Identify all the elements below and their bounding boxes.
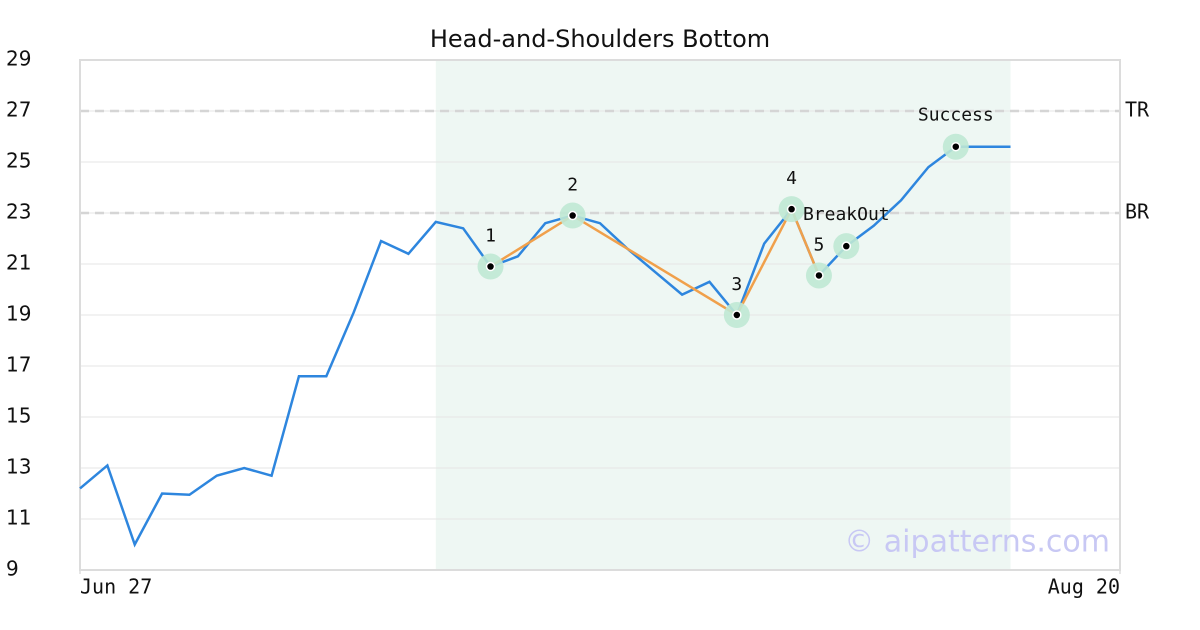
- y-tick-label: 29: [6, 47, 31, 71]
- y-tick-label: 21: [6, 251, 31, 275]
- point-dot: [786, 204, 797, 214]
- reference-label: BR: [1125, 200, 1150, 224]
- point-dot: [485, 261, 496, 272]
- y-tick-label: 17: [6, 353, 31, 377]
- point-label: 2: [567, 175, 578, 196]
- point-dot: [732, 310, 742, 320]
- plot-border: [79, 59, 1121, 571]
- point-dot: [951, 141, 961, 152]
- chart-title: Head-and-Shoulders Bottom: [430, 25, 770, 53]
- marker-label: Success: [918, 105, 994, 126]
- y-tick-label: 13: [6, 455, 31, 479]
- marker-label: BreakOut: [803, 204, 890, 225]
- point-label: 5: [814, 234, 825, 255]
- point-dot: [814, 270, 824, 281]
- point-dot: [841, 241, 852, 251]
- y-tick-label: 9: [6, 557, 19, 581]
- x-tick-label: Aug 20: [1048, 575, 1120, 599]
- y-tick-label: 19: [6, 302, 31, 326]
- reference-label: TR: [1125, 98, 1150, 122]
- x-tick-label: Jun 27: [80, 575, 152, 599]
- watermark: © aipatterns.com: [844, 525, 1110, 560]
- point-label: 1: [485, 226, 496, 247]
- y-tick-label: 15: [6, 404, 31, 428]
- point-label: 4: [786, 168, 797, 189]
- y-tick-label: 11: [6, 506, 31, 530]
- point-dot: [567, 210, 578, 221]
- point-label: 3: [731, 274, 742, 295]
- y-tick-label: 23: [6, 200, 31, 224]
- y-tick-label: 27: [6, 98, 31, 122]
- y-tick-label: 25: [6, 149, 31, 173]
